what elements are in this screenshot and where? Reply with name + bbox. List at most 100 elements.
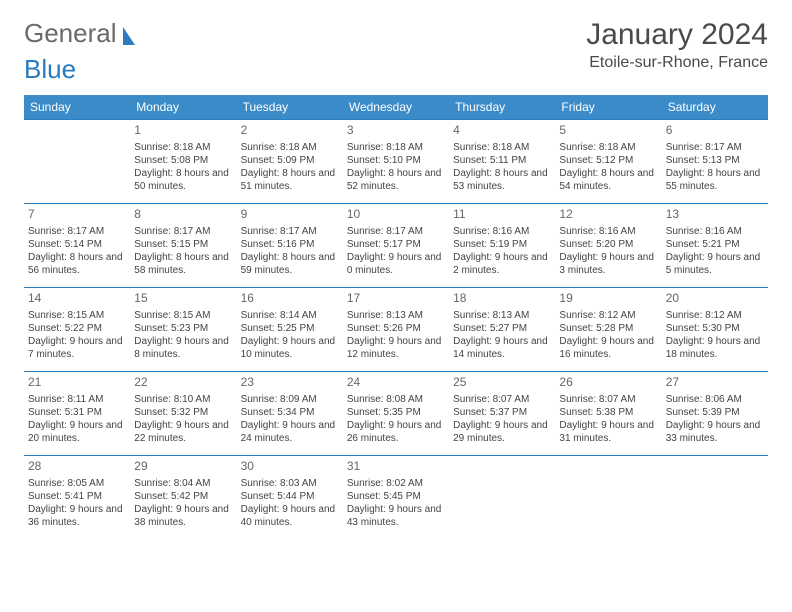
day-number: 25 [453,375,551,391]
daylight-line: Daylight: 9 hours and 18 minutes. [666,335,764,361]
daylight-line: Daylight: 9 hours and 2 minutes. [453,251,551,277]
daylight-line: Daylight: 9 hours and 31 minutes. [559,419,657,445]
sunrise-line: Sunrise: 8:02 AM [347,477,445,490]
day-cell: 8Sunrise: 8:17 AMSunset: 5:15 PMDaylight… [130,204,236,288]
day-number: 9 [241,207,339,223]
sunrise-line: Sunrise: 8:17 AM [347,225,445,238]
sunrise-line: Sunrise: 8:17 AM [241,225,339,238]
sunrise-line: Sunrise: 8:13 AM [453,309,551,322]
day-number: 29 [134,459,232,475]
sunrise-line: Sunrise: 8:10 AM [134,393,232,406]
daylight-line: Daylight: 9 hours and 0 minutes. [347,251,445,277]
sunset-line: Sunset: 5:10 PM [347,154,445,167]
sunrise-line: Sunrise: 8:07 AM [559,393,657,406]
sunset-line: Sunset: 5:21 PM [666,238,764,251]
day-cell: 10 Sunrise: 8:17 AMSunset: 5:17 PMDayligh… [343,204,449,288]
daylight-line: Daylight: 9 hours and 16 minutes. [559,335,657,361]
sunset-line: Sunset: 5:14 PM [28,238,126,251]
daylight-line: Daylight: 9 hours and 29 minutes. [453,419,551,445]
sunset-line: Sunset: 5:42 PM [134,490,232,503]
daylight-line: Daylight: 9 hours and 33 minutes. [666,419,764,445]
day-number: 8 [134,207,232,223]
month-title: January 2024 [586,18,768,52]
calendar-table: SundayMondayTuesdayWednesdayThursdayFrid… [24,95,768,540]
day-cell: 6Sunrise: 8:17 AMSunset: 5:13 PMDaylight… [662,120,768,204]
day-cell: 9Sunrise: 8:17 AMSunset: 5:16 PMDaylight… [237,204,343,288]
week-row: 28Sunrise: 8:05 AMSunset: 5:41 PMDayligh… [24,456,768,540]
sunrise-line: Sunrise: 8:06 AM [666,393,764,406]
daylight-line: Daylight: 9 hours and 14 minutes. [453,335,551,361]
sunset-line: Sunset: 5:11 PM [453,154,551,167]
daylight-line: Daylight: 9 hours and 40 minutes. [241,503,339,529]
week-row: 1Sunrise: 8:18 AMSunset: 5:08 PMDaylight… [24,120,768,204]
sunset-line: Sunset: 5:30 PM [666,322,764,335]
day-cell [24,120,130,204]
week-row: 14Sunrise: 8:15 AMSunset: 5:22 PMDayligh… [24,288,768,372]
sunrise-line: Sunrise: 8:15 AM [28,309,126,322]
sunrise-line: Sunrise: 8:07 AM [453,393,551,406]
sunset-line: Sunset: 5:12 PM [559,154,657,167]
sunrise-line: Sunrise: 8:18 AM [241,141,339,154]
day-cell [555,456,661,540]
day-cell: 1Sunrise: 8:18 AMSunset: 5:08 PMDaylight… [130,120,236,204]
daylight-line: Daylight: 9 hours and 24 minutes. [241,419,339,445]
day-header-monday: Monday [130,95,236,120]
sunset-line: Sunset: 5:22 PM [28,322,126,335]
sunrise-line: Sunrise: 8:08 AM [347,393,445,406]
day-number: 6 [666,123,764,139]
day-cell: 12Sunrise: 8:16 AMSunset: 5:20 PMDayligh… [555,204,661,288]
sunrise-line: Sunrise: 8:14 AM [241,309,339,322]
day-cell: 31Sunrise: 8:02 AMSunset: 5:45 PMDayligh… [343,456,449,540]
sunset-line: Sunset: 5:09 PM [241,154,339,167]
sunrise-line: Sunrise: 8:18 AM [134,141,232,154]
day-number: 16 [241,291,339,307]
day-number: 12 [559,207,657,223]
daylight-line: Daylight: 9 hours and 10 minutes. [241,335,339,361]
daylight-line: Daylight: 8 hours and 59 minutes. [241,251,339,277]
daylight-line: Daylight: 9 hours and 36 minutes. [28,503,126,529]
sunset-line: Sunset: 5:20 PM [559,238,657,251]
daylight-line: Daylight: 8 hours and 50 minutes. [134,167,232,193]
day-number: 19 [559,291,657,307]
daylight-line: Daylight: 8 hours and 56 minutes. [28,251,126,277]
day-number: 10 [347,207,445,223]
day-number: 11 [453,207,551,223]
day-cell: 27Sunrise: 8:06 AMSunset: 5:39 PMDayligh… [662,372,768,456]
day-header-tuesday: Tuesday [237,95,343,120]
day-number: 1 [134,123,232,139]
day-cell [449,456,555,540]
day-cell: 4Sunrise: 8:18 AMSunset: 5:11 PMDaylight… [449,120,555,204]
day-number: 20 [666,291,764,307]
sunrise-line: Sunrise: 8:13 AM [347,309,445,322]
day-header-saturday: Saturday [662,95,768,120]
daylight-line: Daylight: 9 hours and 20 minutes. [28,419,126,445]
sunrise-line: Sunrise: 8:18 AM [347,141,445,154]
sunset-line: Sunset: 5:41 PM [28,490,126,503]
day-cell: 29Sunrise: 8:04 AMSunset: 5:42 PMDayligh… [130,456,236,540]
sunset-line: Sunset: 5:38 PM [559,406,657,419]
sunset-line: Sunset: 5:26 PM [347,322,445,335]
daylight-line: Daylight: 9 hours and 8 minutes. [134,335,232,361]
daylight-line: Daylight: 9 hours and 38 minutes. [134,503,232,529]
day-number: 2 [241,123,339,139]
day-number: 23 [241,375,339,391]
sunset-line: Sunset: 5:27 PM [453,322,551,335]
day-cell: 25 Sunrise: 8:07 AMSunset: 5:37 PMDayligh… [449,372,555,456]
sunrise-line: Sunrise: 8:15 AM [134,309,232,322]
sunrise-line: Sunrise: 8:17 AM [28,225,126,238]
day-number: 30 [241,459,339,475]
sunset-line: Sunset: 5:23 PM [134,322,232,335]
daylight-line: Daylight: 8 hours and 52 minutes. [347,167,445,193]
daylight-line: Daylight: 9 hours and 22 minutes. [134,419,232,445]
sunset-line: Sunset: 5:17 PM [347,238,445,251]
sunrise-line: Sunrise: 8:03 AM [241,477,339,490]
day-cell: 3Sunrise: 8:18 AMSunset: 5:10 PMDaylight… [343,120,449,204]
day-cell: 18Sunrise: 8:13 AMSunset: 5:27 PMDayligh… [449,288,555,372]
day-cell: 7Sunrise: 8:17 AMSunset: 5:14 PMDaylight… [24,204,130,288]
day-header-row: SundayMondayTuesdayWednesdayThursdayFrid… [24,95,768,120]
sunrise-line: Sunrise: 8:11 AM [28,393,126,406]
day-number: 13 [666,207,764,223]
day-number: 28 [28,459,126,475]
sunset-line: Sunset: 5:44 PM [241,490,339,503]
sunset-line: Sunset: 5:37 PM [453,406,551,419]
